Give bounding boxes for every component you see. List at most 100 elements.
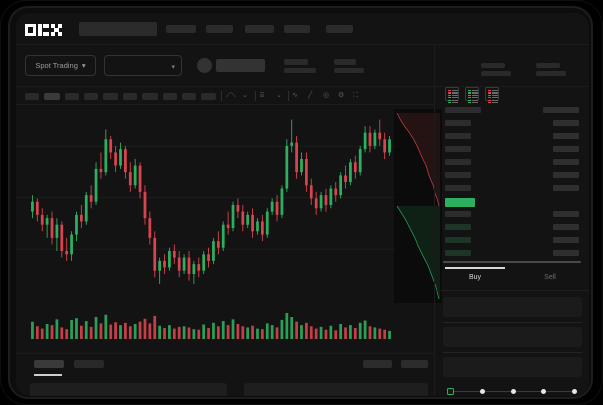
timeframe-6[interactable] [123, 93, 137, 100]
order-book-row-price[interactable] [445, 107, 481, 113]
order-book-row-amount[interactable] [553, 224, 579, 230]
measure-icon[interactable]: ╱ [308, 92, 313, 99]
device-frame: Spot Trading ▾ ▾ ⟋⟍ ⌄ ⌸ ⌄ ∿ ╱ ◎ ⚙ ⛶ [8, 6, 593, 399]
timeframe-5[interactable] [103, 93, 118, 100]
order-book-row-amount[interactable] [553, 185, 579, 191]
chevron-down-icon: ▾ [81, 61, 86, 70]
settings-icon[interactable]: ⚙ [338, 92, 345, 99]
amount-field[interactable] [443, 357, 582, 377]
order-book-row-price[interactable] [445, 120, 471, 126]
timeframe-2[interactable] [44, 93, 60, 100]
market-type-label: Spot Trading [35, 61, 78, 70]
chip-hide-other-pairs[interactable] [363, 360, 392, 368]
market-type-select[interactable]: Spot Trading ▾ [25, 55, 96, 76]
okx-logo[interactable] [25, 24, 66, 36]
timeframe-3[interactable] [65, 93, 79, 100]
order-book-row-amount[interactable] [543, 107, 579, 113]
order-book-row-price[interactable] [445, 237, 471, 243]
order-book-row-price[interactable] [445, 185, 471, 191]
stat-high [481, 63, 505, 68]
order-book-row-amount[interactable] [553, 172, 579, 178]
tab-sell[interactable]: Sell [544, 274, 556, 281]
chevron-down-icon-1[interactable]: ⌄ [242, 92, 248, 99]
tab-open-orders[interactable] [34, 360, 64, 368]
okx-logo-o [25, 24, 36, 36]
timeframe-9[interactable] [182, 93, 196, 100]
order-book-row-amount[interactable] [553, 237, 579, 243]
orderbook-mode-bids[interactable] [465, 87, 479, 104]
form-separator-2 [443, 352, 582, 353]
stat-last-price-sub [284, 68, 316, 73]
candlestick-chart[interactable] [16, 105, 434, 305]
order-panel-left [30, 383, 227, 396]
active-trade-tab-underline [445, 267, 505, 269]
order-book-row-amount[interactable] [553, 133, 579, 139]
app-screen: Spot Trading ▾ ▾ ⟋⟍ ⌄ ⌸ ⌄ ∿ ╱ ◎ ⚙ ⛶ [16, 13, 589, 396]
right-panel: Buy Sell [434, 45, 589, 396]
magnet-icon[interactable]: ◎ [323, 92, 330, 99]
order-book-row-price[interactable] [445, 224, 471, 230]
slider-step-50[interactable] [510, 388, 516, 394]
stat-low-sub [536, 71, 566, 76]
toolbar-separator-3 [288, 91, 289, 101]
chevron-down-icon-2[interactable]: ⌄ [276, 92, 282, 99]
search-input[interactable] [79, 22, 157, 36]
pair-select[interactable]: ▾ [104, 55, 182, 76]
toolbar-separator-1 [221, 91, 222, 101]
order-type-field[interactable] [443, 297, 582, 317]
chevron-down-icon: ▾ [171, 64, 175, 71]
order-book-row-price[interactable] [445, 133, 471, 139]
slider-step-100[interactable] [572, 388, 577, 394]
order-panel-right [244, 383, 428, 396]
okx-logo-k [38, 24, 49, 36]
order-book-row-price[interactable] [445, 172, 471, 178]
chart-type-icon[interactable]: ⌸ [260, 92, 265, 99]
form-separator-1 [443, 322, 582, 323]
fullscreen-icon[interactable]: ⛶ [353, 92, 358, 99]
timeframe-1[interactable] [25, 93, 39, 100]
order-book-row-amount[interactable] [553, 211, 579, 217]
amount-slider[interactable] [447, 386, 578, 396]
order-book-row-price[interactable] [445, 159, 471, 165]
nav-item-2[interactable] [206, 25, 233, 33]
nav-item-4[interactable] [284, 25, 310, 33]
toolbar-separator-2 [255, 91, 256, 101]
pair-avatar [197, 58, 212, 73]
chip-cancel-all[interactable] [401, 360, 428, 368]
candlestick-chart-svg [16, 119, 426, 284]
order-book-row-amount[interactable] [553, 146, 579, 152]
order-book-row-price[interactable] [445, 211, 471, 217]
timeframe-4[interactable] [84, 93, 98, 100]
tab-order-history[interactable] [74, 360, 104, 368]
tab-buy[interactable]: Buy [468, 274, 482, 281]
timeframe-7[interactable] [142, 93, 158, 100]
line-tool-icon[interactable]: ∿ [292, 92, 298, 99]
orderbook-mode-bars [468, 90, 478, 104]
order-book-row-price[interactable] [445, 146, 471, 152]
order-book-row-price[interactable] [445, 198, 475, 207]
orderbook-mode-asks[interactable] [485, 87, 499, 104]
order-book-row-amount[interactable] [553, 159, 579, 165]
orderbook-mode-both[interactable] [445, 87, 459, 104]
stat-change [334, 59, 356, 65]
price-field[interactable] [443, 327, 582, 347]
slider-step-75[interactable] [541, 388, 547, 394]
timeframe-10[interactable] [201, 93, 216, 100]
order-book-scrollbar[interactable] [443, 261, 581, 263]
active-tab-underline [34, 374, 62, 376]
order-book-row-price[interactable] [445, 250, 471, 256]
nav-item-1[interactable] [166, 25, 196, 33]
volume-histogram-svg [31, 313, 391, 339]
timeframe-8[interactable] [163, 93, 177, 100]
nav-item-5[interactable] [326, 25, 353, 33]
order-book-row-amount[interactable] [553, 120, 579, 126]
slider-step-25[interactable] [479, 388, 485, 394]
stat-change-sub [334, 68, 364, 73]
order-book-row-amount[interactable] [553, 250, 579, 256]
slider-handle[interactable] [447, 387, 454, 395]
nav-item-3[interactable] [245, 25, 274, 33]
indicator-icon[interactable]: ⟋⟍ [226, 92, 236, 99]
okx-logo-x [51, 24, 62, 36]
orderbook-mode-group [445, 87, 499, 104]
stat-high-sub [481, 71, 511, 76]
